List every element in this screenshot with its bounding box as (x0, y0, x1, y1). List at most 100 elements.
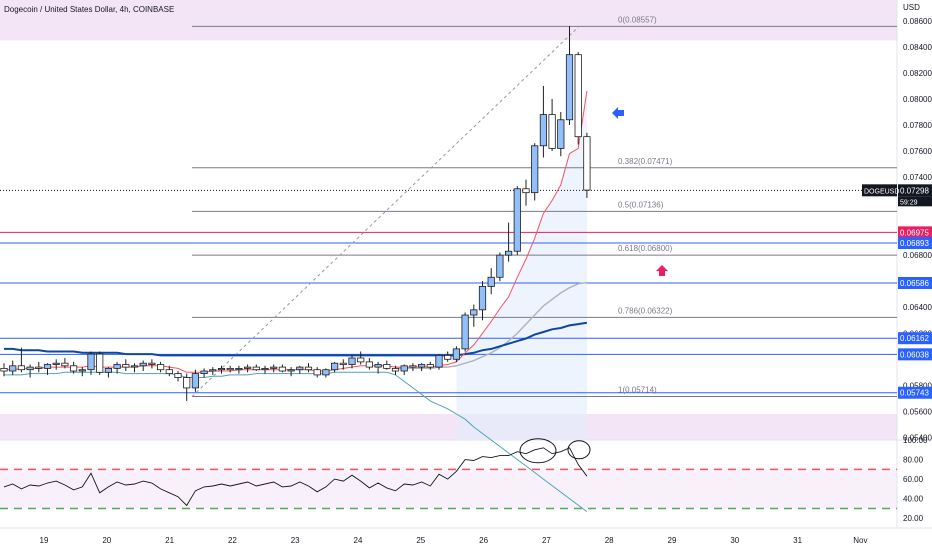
candle-body (26, 366, 34, 371)
candle-body (565, 54, 574, 121)
candle-body (148, 362, 156, 365)
candle-body (470, 309, 478, 316)
fib-label-5: 1(0.05714) (618, 386, 657, 395)
chart-title: Dogecoin / United States Dollar, 4h, COI… (4, 5, 174, 14)
price-tag-5 (898, 348, 932, 361)
candle-body (252, 366, 260, 371)
candle-body (9, 365, 17, 372)
price-tag-6 (898, 386, 932, 399)
price-tick-label: 0.07800 (903, 121, 932, 130)
time-tick-label: 22 (228, 536, 237, 545)
candle-body (226, 368, 234, 371)
candle-body (165, 369, 173, 375)
rsi-tick-label: 80.00 (903, 456, 924, 465)
candle-body (52, 362, 60, 365)
time-tick-label: 19 (40, 536, 49, 545)
price-tick-label: 0.05400 (903, 433, 932, 442)
price-tag-label-2: 0.06893 (900, 239, 929, 248)
countdown-label: 59:29 (900, 199, 918, 206)
price-tick-label: 0.05600 (903, 407, 932, 416)
candle-body (113, 364, 121, 369)
candle-body (87, 353, 95, 371)
candle-body (478, 285, 487, 311)
price-tag-label-1: 0.06975 (900, 228, 929, 237)
candle-body (391, 368, 400, 372)
time-tick-label: Nov (853, 536, 867, 545)
candle-body (70, 365, 78, 372)
candle-body (504, 250, 513, 256)
candle-body (43, 364, 52, 369)
candle-body (348, 357, 356, 365)
red-arrow-icon (656, 265, 668, 276)
rsi-tick-label: 20.00 (903, 514, 924, 523)
candle-body (174, 373, 182, 378)
candle-body (261, 368, 269, 371)
candle-body (122, 364, 130, 368)
rsi-tick-label: 100.00 (903, 436, 928, 445)
candle-body (409, 365, 417, 368)
price-tag-4 (898, 332, 932, 345)
price-tag-0 (898, 184, 932, 197)
time-tick-label: 20 (102, 536, 111, 545)
candle-body (452, 348, 461, 360)
candle-body (365, 361, 374, 368)
price-tag-label-6: 0.05743 (900, 389, 929, 398)
candle-body (243, 366, 252, 369)
price-tick-label: 0.07400 (903, 173, 932, 182)
rsi-circle-1 (519, 438, 557, 464)
candle-body (531, 145, 539, 194)
price-tag-1 (898, 226, 932, 239)
candle-body (548, 114, 556, 149)
candle-body (270, 366, 278, 369)
time-tick-label: 29 (668, 536, 677, 545)
price-tag-label-3: 0.06586 (900, 279, 929, 288)
candle-body (287, 369, 295, 372)
candle-body (235, 368, 243, 371)
candle-body (304, 366, 313, 371)
price-tick-label: 0.06800 (903, 251, 932, 260)
candle-body (435, 354, 443, 368)
countdown-tag (898, 196, 932, 207)
ema-slow-line (4, 321, 588, 357)
price-tag-label-0: 0.07298 (900, 186, 929, 195)
fib-label-3: 0.618(0.06800) (618, 244, 673, 253)
price-tag-2 (898, 237, 932, 250)
price-tick-label: 0.05800 (903, 381, 932, 390)
candle-body (313, 369, 321, 376)
candle-body (417, 364, 426, 368)
fib-label-1: 0.382(0.07471) (618, 157, 673, 166)
candle-body (322, 369, 330, 376)
candle-body (96, 353, 104, 373)
time-tick-label: 30 (730, 536, 739, 545)
time-tick-label: 24 (354, 536, 363, 545)
candle-body (78, 369, 86, 372)
price-tag-label-4: 0.06162 (900, 334, 929, 343)
candle-body (130, 365, 139, 368)
candle-body (400, 365, 408, 372)
price-tick-label: 0.08600 (903, 17, 932, 26)
candle-body (339, 362, 347, 365)
candle-body (278, 366, 287, 372)
candle-body (330, 362, 339, 371)
candle-body (200, 370, 208, 375)
candle-body (444, 354, 452, 360)
candle-body (487, 276, 495, 287)
rsi-band (0, 469, 897, 509)
candle-body (35, 366, 43, 369)
price-tick-label: 0.08200 (903, 69, 932, 78)
candle-body (461, 314, 469, 350)
price-tick-label: 0.08000 (903, 95, 932, 104)
rsi-tick-label: 40.00 (903, 495, 924, 504)
candle-body (426, 364, 434, 368)
candle-body (217, 368, 226, 371)
candle-body (522, 188, 530, 194)
candle-body (496, 254, 504, 278)
candle-body (357, 357, 365, 363)
candle-body (583, 136, 591, 191)
time-tick-label: 27 (542, 536, 551, 545)
price-tick-label: 0.08400 (903, 43, 932, 52)
time-tick-label: 31 (793, 536, 802, 545)
support-band (0, 413, 897, 440)
